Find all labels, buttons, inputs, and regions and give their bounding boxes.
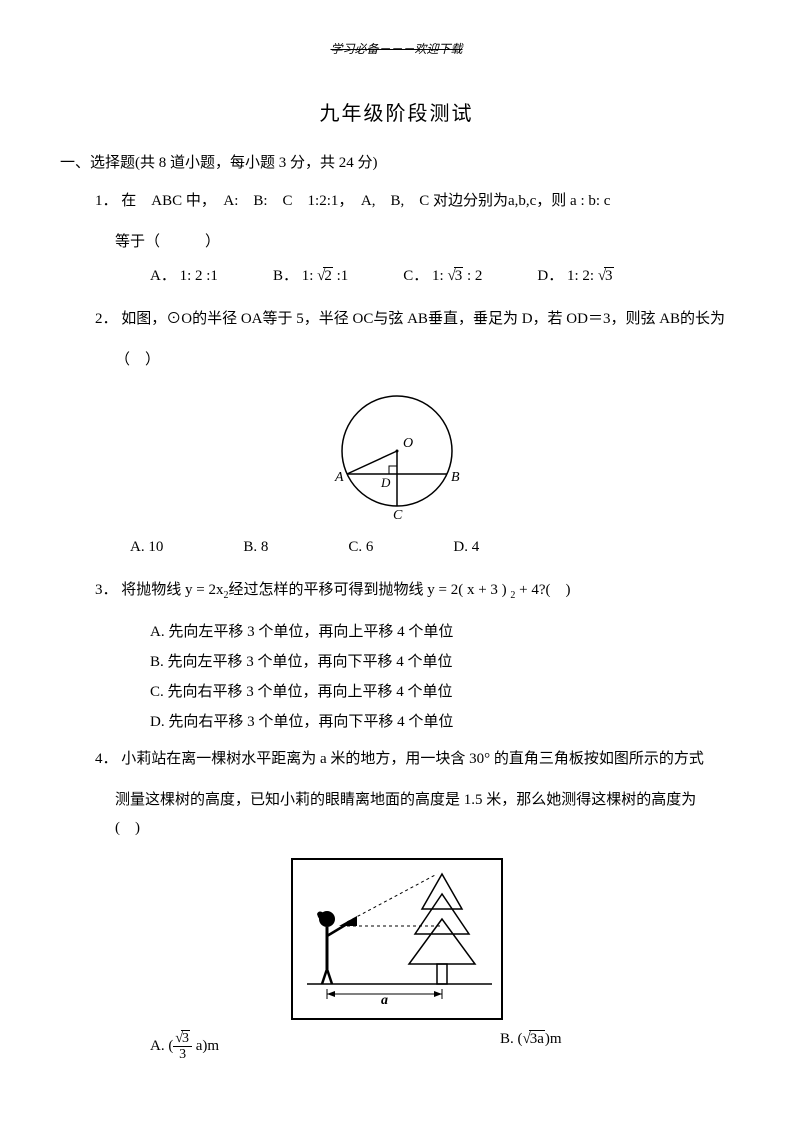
q4-diagram: a [50,858,743,1020]
q2-option-a: A. 10 [130,539,163,556]
q4-option-b: B. ( 3a)m [500,1030,562,1063]
label-d: D [380,475,391,490]
arrow-left [327,991,335,997]
opt-value-pre: 1: [302,268,317,284]
tree-top2 [415,894,469,934]
q4-paren: ( ) [115,814,743,843]
q2-paren: （ ） [115,346,743,375]
opt-post: )m [545,1031,562,1047]
q2-option-c: C. 6 [348,539,373,556]
tree-top3 [409,919,475,964]
sqrt-radicand: 3 [604,267,614,285]
opt-value-pre: 1: 2: [567,268,598,284]
page-header: 学习必备－－－欢迎下载 [50,40,743,57]
q3-options: A. 先向左平移 3 个单位，再向上平移 4 个单位 B. 先向左平移 3 个单… [150,617,743,737]
sqrt-radicand: 3 [181,1030,190,1046]
q4-text-line2: 测量这棵树的高度，已知小莉的眼睛离地面的高度是 1.5 米，那么她测得这棵树的高… [115,786,743,815]
q3-option-a: A. 先向左平移 3 个单位，再向上平移 4 个单位 [150,617,743,647]
label-c: C [393,508,403,523]
q2-option-d: D. 4 [453,539,479,556]
opt-label: B． [273,268,298,284]
q4-option-a: A. (33 a)m [150,1030,500,1063]
q3-text-3: + 4?( ) [515,582,570,598]
q1-option-d: D． 1: 2: 3 [537,264,613,285]
opt-label: A． [150,268,176,284]
question-1: 1． 在 ABC 中， A: B: C 1:2:1， A, B, C 对边分别为… [95,187,743,216]
question-3: 3． 将抛物线 y = 2x2经过怎样的平移可得到抛物线 y = 2( x + … [95,576,743,605]
q2-options: A. 10 B. 8 C. 6 D. 4 [130,539,743,556]
q3-text-2: 经过怎样的平移可得到抛物线 y = 2( x + 3 ) [228,582,510,598]
page-title: 九年级阶段测试 [50,97,743,126]
q1-option-c: C． 1: 3 : 2 [403,264,482,285]
tree-trunk [437,964,447,984]
person-leg1 [322,969,327,984]
q1-option-a: A． 1: 2 :1 [150,264,218,285]
question-4: 4． 小莉站在离一棵树水平距离为 a 米的地方，用一块含 30° 的直角三角板按… [95,745,743,774]
q2-option-b: B. 8 [243,539,268,556]
frac-den: 3 [173,1047,192,1062]
label-b: B [451,470,460,485]
section-header: 一、选择题(共 8 道小题，每小题 3 分，共 24 分) [60,151,743,172]
opt-value-post: : 2 [463,268,482,284]
frac-num: 3 [173,1030,192,1047]
q4-image-frame: a [291,858,503,1020]
opt-post: a)m [192,1037,219,1053]
q3-text-1: 将抛物线 y = 2x [121,582,223,598]
opt-label: C． [403,268,428,284]
q3-option-d: D. 先向右平移 3 个单位，再向下平移 4 个单位 [150,707,743,737]
q3-option-c: C. 先向右平移 3 个单位，再向上平移 4 个单位 [150,677,743,707]
q1-number: 1． [95,193,118,209]
fraction: 33 [173,1030,192,1063]
q3-number: 3． [95,582,118,598]
circle-diagram: O A B C D [317,389,477,524]
label-a: A [334,470,344,485]
q4-text-line1: 小莉站在离一棵树水平距离为 a 米的地方，用一块含 30° 的直角三角板按如图所… [121,751,704,767]
q2-number: 2． [95,311,118,327]
q2-text: 如图，⊙O的半径 OA等于 5，半径 OC与弦 AB垂直，垂足为 D，若 OD＝… [121,311,725,327]
label-o: O [403,436,413,451]
sight-line [347,874,437,922]
person-leg2 [327,969,332,984]
opt-label: A. ( [150,1037,173,1053]
opt-label: D． [537,268,563,284]
label-a: a [381,993,388,1008]
q3-option-b: B. 先向左平移 3 个单位，再向下平移 4 个单位 [150,647,743,677]
q2-diagram: O A B C D [50,389,743,529]
q4-number: 4． [95,751,118,767]
right-angle [389,466,397,474]
opt-label: B. ( [500,1031,523,1047]
question-2: 2． 如图，⊙O的半径 OA等于 5，半径 OC与弦 AB垂直，垂足为 D，若 … [95,305,743,334]
arrow-right [434,991,442,997]
q1-text-line1: 在 ABC 中， A: B: C 1:2:1， A, B, C 对边分别为a,b… [121,193,610,209]
opt-value-post: :1 [333,268,348,284]
q1-option-b: B． 1: 2 :1 [273,264,348,285]
q1-options: A． 1: 2 :1 B． 1: 2 :1 C． 1: 3 : 2 D． 1: … [150,264,743,285]
q1-text-line2: 等于（ ） [115,228,743,257]
tree-measurement-diagram: a [297,864,497,1009]
center-dot [395,450,398,453]
opt-value: 1: 2 :1 [180,268,218,284]
q4-options: A. (33 a)m B. (3a)m [150,1030,743,1063]
opt-value-pre: 1: [432,268,447,284]
sqrt-radicand: 3 [454,267,464,285]
sqrt-radicand: 3a [529,1030,545,1048]
sqrt-radicand: 2 [323,267,333,285]
